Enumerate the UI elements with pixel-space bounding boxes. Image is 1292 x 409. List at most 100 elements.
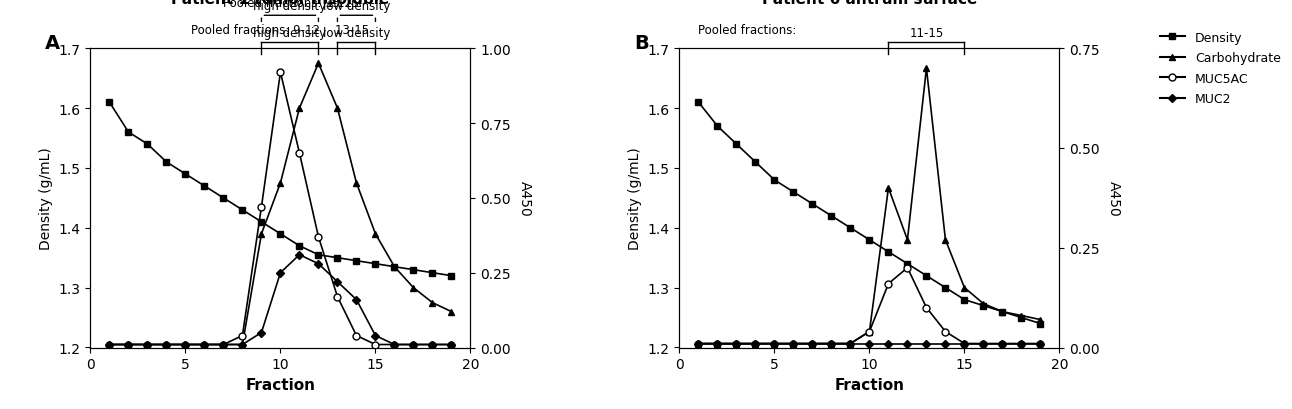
Density	[975, 303, 991, 308]
Carbohydrate	[120, 342, 136, 347]
Carbohydrate	[1032, 317, 1048, 322]
Carbohydrate	[273, 181, 288, 186]
MUC5AC	[786, 341, 801, 346]
Text: Patient 6 antrum surface: Patient 6 antrum surface	[762, 0, 977, 7]
MUC2	[349, 297, 364, 302]
Density	[140, 142, 155, 147]
Line: MUC2: MUC2	[107, 252, 455, 347]
Carbohydrate	[349, 181, 364, 186]
Carbohydrate	[368, 232, 384, 237]
Density	[349, 258, 364, 263]
Y-axis label: Density (g/mL): Density (g/mL)	[628, 147, 642, 249]
MUC2	[159, 342, 174, 347]
Text: Pooled fractions:: Pooled fractions:	[699, 24, 797, 37]
Carbohydrate	[899, 238, 915, 243]
Density	[196, 184, 212, 189]
MUC5AC	[975, 341, 991, 346]
Line: Carbohydrate: Carbohydrate	[106, 61, 455, 348]
Carbohydrate	[786, 341, 801, 346]
Density	[881, 249, 897, 254]
Carbohydrate	[253, 232, 269, 237]
Y-axis label: A450: A450	[1107, 180, 1120, 216]
MUC5AC	[329, 294, 345, 299]
Density	[691, 100, 707, 105]
Density	[995, 309, 1010, 314]
Density	[709, 124, 725, 129]
Text: high density: high density	[253, 0, 327, 13]
Density	[766, 178, 782, 183]
MUC2	[938, 341, 953, 346]
Legend: Density, Carbohydrate, MUC5AC, MUC2: Density, Carbohydrate, MUC5AC, MUC2	[1155, 27, 1286, 111]
Carbohydrate	[443, 309, 459, 314]
Line: MUC5AC: MUC5AC	[106, 70, 455, 348]
Text: Pooled fractions: 9-12: Pooled fractions: 9-12	[224, 0, 353, 10]
MUC2	[140, 342, 155, 347]
Text: A: A	[45, 34, 59, 53]
Text: 11-15: 11-15	[910, 27, 943, 40]
Text: Pooled fractions: 9-12    13-15: Pooled fractions: 9-12 13-15	[191, 24, 370, 37]
MUC2	[235, 342, 251, 347]
Carbohydrate	[938, 238, 953, 243]
MUC5AC	[273, 70, 288, 75]
MUC5AC	[956, 341, 972, 346]
MUC5AC	[842, 341, 858, 346]
Line: Carbohydrate: Carbohydrate	[695, 65, 1044, 347]
Line: MUC2: MUC2	[695, 341, 1043, 346]
Density	[862, 238, 877, 243]
MUC2	[766, 341, 782, 346]
Density	[102, 100, 118, 105]
MUC5AC	[196, 342, 212, 347]
Density	[159, 160, 174, 165]
Carbohydrate	[709, 341, 725, 346]
MUC2	[329, 279, 345, 284]
MUC2	[196, 342, 212, 347]
MUC2	[691, 341, 707, 346]
Text: low density: low density	[323, 0, 390, 13]
MUC2	[102, 342, 118, 347]
MUC2	[975, 341, 991, 346]
Carbohydrate	[881, 186, 897, 191]
Density	[1014, 315, 1030, 320]
MUC2	[862, 341, 877, 346]
Carbohydrate	[748, 341, 764, 346]
Text: B: B	[634, 34, 649, 53]
MUC2	[824, 341, 840, 346]
MUC5AC	[766, 341, 782, 346]
Density	[120, 130, 136, 135]
Density	[938, 285, 953, 290]
Carbohydrate	[729, 341, 744, 346]
MUC2	[899, 341, 915, 346]
MUC5AC	[253, 205, 269, 210]
Carbohydrate	[140, 342, 155, 347]
MUC5AC	[443, 342, 459, 347]
Carbohydrate	[386, 265, 402, 270]
MUC2	[292, 253, 307, 258]
Density	[956, 297, 972, 302]
Carbohydrate	[292, 106, 307, 111]
Carbohydrate	[310, 62, 326, 67]
Text: Patient 1 tumor insoluble: Patient 1 tumor insoluble	[172, 0, 390, 7]
Carbohydrate	[216, 342, 231, 347]
MUC5AC	[1014, 341, 1030, 346]
Density	[729, 142, 744, 147]
MUC5AC	[899, 265, 915, 270]
MUC2	[273, 271, 288, 276]
MUC5AC	[709, 341, 725, 346]
Carbohydrate	[766, 341, 782, 346]
Density	[786, 190, 801, 195]
Carbohydrate	[691, 341, 707, 346]
MUC5AC	[386, 342, 402, 347]
MUC2	[368, 333, 384, 338]
MUC5AC	[995, 341, 1010, 346]
Carbohydrate	[842, 341, 858, 346]
MUC2	[386, 342, 402, 347]
MUC5AC	[748, 341, 764, 346]
MUC5AC	[310, 235, 326, 240]
MUC2	[253, 330, 269, 335]
X-axis label: Fraction: Fraction	[835, 377, 904, 392]
Line: Density: Density	[106, 99, 455, 279]
MUC5AC	[805, 341, 820, 346]
Y-axis label: Density (g/mL): Density (g/mL)	[39, 147, 53, 249]
Line: MUC5AC: MUC5AC	[695, 265, 1044, 347]
MUC5AC	[120, 342, 136, 347]
